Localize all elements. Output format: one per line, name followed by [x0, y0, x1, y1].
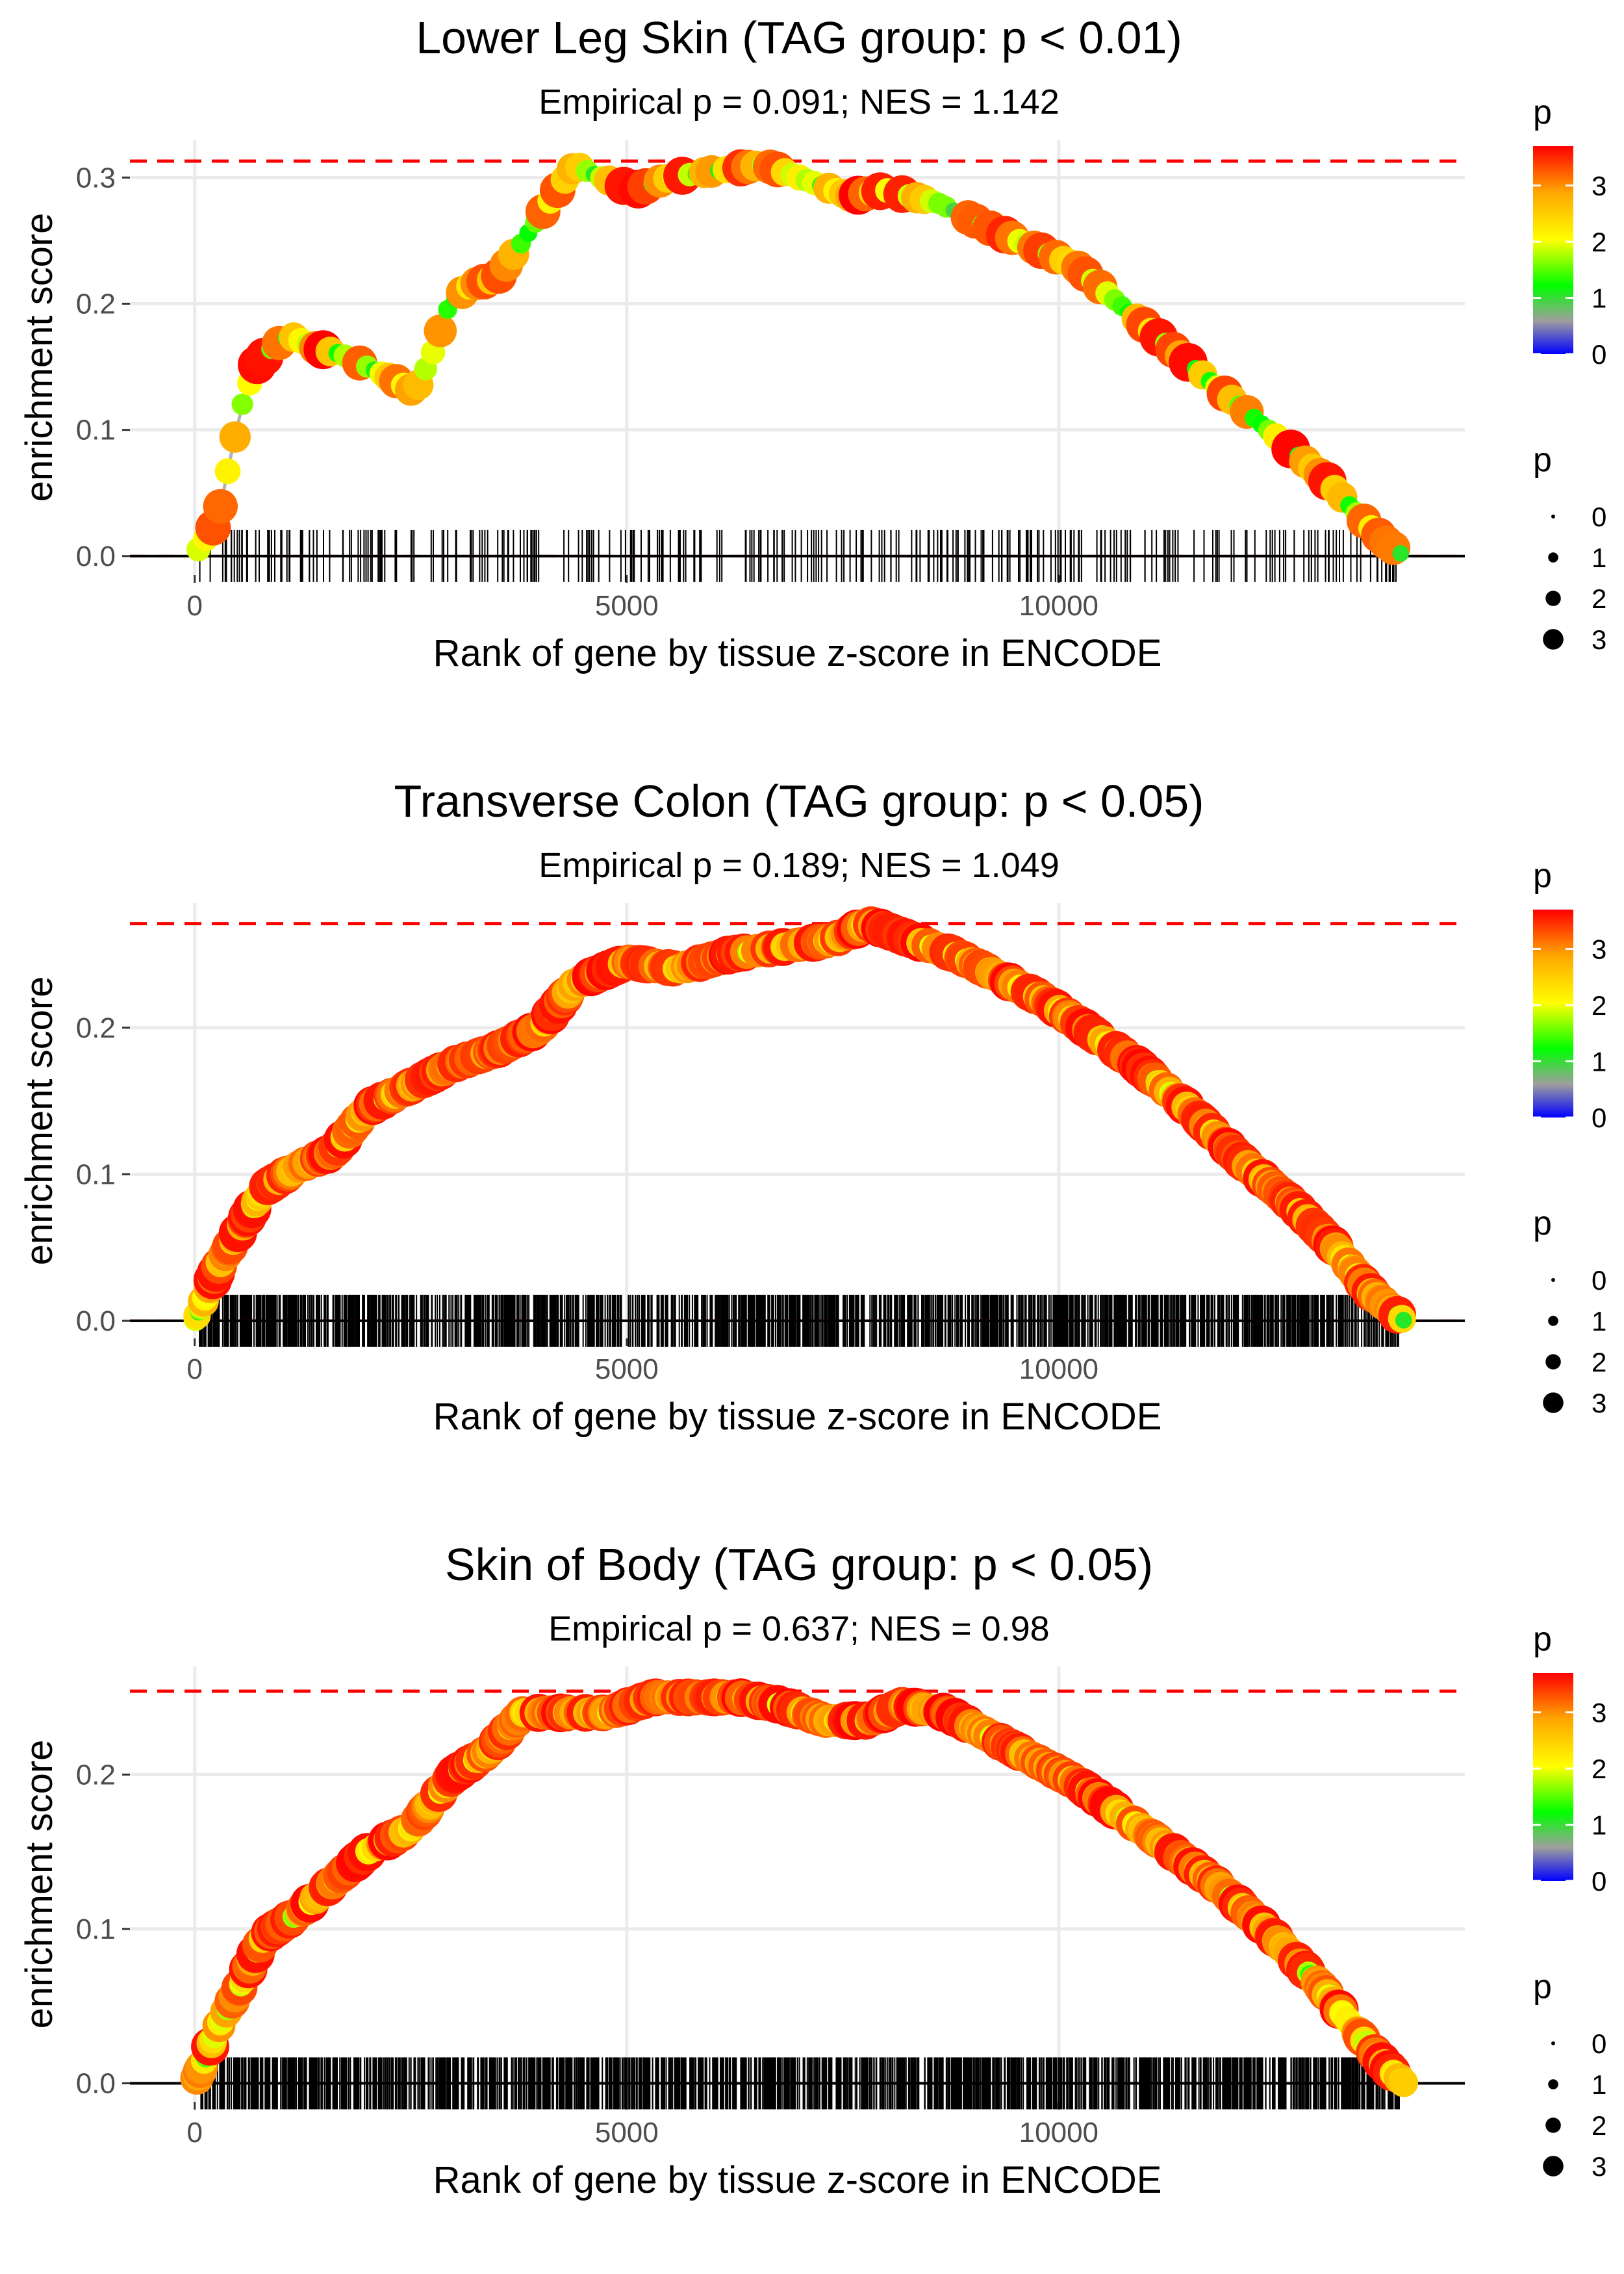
size-legend-label: 0: [1592, 2028, 1606, 2059]
hit-point: [203, 489, 238, 524]
size-legend-label: 0: [1592, 1265, 1606, 1296]
y-axis-title: enrichment score: [18, 1740, 60, 2029]
x-tick-label: 5000: [595, 1353, 659, 1385]
hit-point: [1389, 2068, 1419, 2097]
size-legend-label: 1: [1592, 543, 1606, 573]
hit-point: [219, 421, 251, 453]
y-tick-label: 0.1: [76, 415, 116, 446]
size-legend-dot: [1548, 552, 1558, 563]
y-tick-label: 0.3: [76, 162, 116, 194]
x-tick-label: 10000: [1019, 2117, 1098, 2149]
x-tick-label: 0: [187, 590, 203, 622]
chart-panel-3: Skin of Body (TAG group: p < 0.05) Empiri…: [18, 1539, 1606, 2201]
hit-point: [1395, 1312, 1412, 1329]
color-bar: [1533, 910, 1573, 1118]
size-legend-label: 1: [1592, 1306, 1606, 1336]
hit-points: [183, 906, 1416, 1334]
size-legend-title: p: [1533, 1968, 1552, 2006]
x-axis-title: Rank of gene by tissue z-score in ENCODE: [433, 2159, 1162, 2201]
size-legend-dot: [1543, 2156, 1564, 2177]
color-bar-label: 2: [1592, 227, 1606, 257]
color-bar-label: 1: [1592, 1047, 1606, 1077]
size-legend-label: 0: [1592, 502, 1606, 532]
x-tick-label: 10000: [1019, 1353, 1098, 1385]
color-bar-label: 1: [1592, 1810, 1606, 1841]
hit-points: [180, 1678, 1419, 2097]
color-bar: [1533, 1673, 1573, 1881]
color-bar-label: 2: [1592, 990, 1606, 1021]
chart-title: Lower Leg Skin (TAG group: p < 0.01): [416, 12, 1182, 63]
hit-point: [424, 314, 457, 348]
y-tick-label: 0.2: [76, 1759, 116, 1791]
size-legend-dot: [1548, 1316, 1558, 1326]
size-legend-dot: [1545, 2117, 1561, 2133]
chart-subtitle: Empirical p = 0.189; NES = 1.049: [539, 846, 1059, 885]
y-tick-label: 0.1: [76, 1913, 116, 1945]
hit-points: [186, 149, 1411, 565]
x-axis-title: Rank of gene by tissue z-score in ENCODE: [433, 1396, 1162, 1438]
y-tick-label: 0.2: [76, 288, 116, 320]
size-legend-label: 3: [1592, 1388, 1606, 1418]
y-tick-label: 0.0: [76, 541, 116, 572]
size-legend-label: 2: [1592, 1347, 1606, 1377]
size-legend-dot: [1548, 2079, 1558, 2089]
x-axis-title: Rank of gene by tissue z-score in ENCODE: [433, 632, 1162, 674]
x-tick-label: 10000: [1019, 590, 1098, 622]
x-tick-label: 5000: [595, 2117, 659, 2149]
size-legend-label: 1: [1592, 2069, 1606, 2100]
size-legend-dot: [1551, 2041, 1555, 2045]
size-legend-title: p: [1533, 1205, 1552, 1242]
size-legend-dot: [1551, 1278, 1555, 1282]
size-legend-dot: [1545, 591, 1561, 606]
hit-point: [1392, 545, 1410, 562]
chart-panel-2: Transverse Colon (TAG group: p < 0.05) Em…: [18, 776, 1606, 1438]
color-bar-label: 0: [1592, 1103, 1606, 1133]
y-tick-label: 0.2: [76, 1012, 116, 1044]
size-legend-title: p: [1533, 441, 1552, 479]
color-legend-title: p: [1533, 1620, 1552, 1658]
chart-title: Transverse Colon (TAG group: p < 0.05): [394, 776, 1204, 826]
chart-panel-1: Lower Leg Skin (TAG group: p < 0.01) Empi…: [18, 12, 1606, 674]
color-bar: [1533, 146, 1573, 354]
hit-point: [214, 458, 241, 485]
x-tick-label: 0: [187, 1353, 203, 1385]
size-legend-dot: [1545, 1354, 1561, 1370]
x-tick-label: 5000: [595, 590, 659, 622]
chart-title: Skin of Body (TAG group: p < 0.05): [445, 1539, 1153, 1590]
chart-subtitle: Empirical p = 0.091; NES = 1.142: [539, 83, 1059, 121]
color-bar-label: 2: [1592, 1754, 1606, 1784]
color-bar-label: 3: [1592, 171, 1606, 201]
hit-point: [231, 393, 253, 415]
panels: Lower Leg Skin (TAG group: p < 0.01) Empi…: [18, 12, 1606, 2201]
color-bar-label: 0: [1592, 1866, 1606, 1897]
color-bar-label: 3: [1592, 934, 1606, 965]
color-legend-title: p: [1533, 94, 1552, 131]
size-legend-label: 2: [1592, 583, 1606, 614]
color-legend-title: p: [1533, 857, 1552, 895]
y-tick-label: 0.0: [76, 1305, 116, 1337]
size-legend-label: 2: [1592, 2110, 1606, 2141]
grid: [130, 903, 1465, 1338]
y-axis-title: enrichment score: [18, 977, 60, 1266]
size-legend-dot: [1543, 1392, 1564, 1413]
color-bar-label: 1: [1592, 283, 1606, 314]
color-bar-label: 0: [1592, 339, 1606, 370]
y-tick-label: 0.1: [76, 1158, 116, 1190]
color-bar-label: 3: [1592, 1698, 1606, 1728]
x-tick-label: 0: [187, 2117, 203, 2149]
chart-subtitle: Empirical p = 0.637; NES = 0.98: [548, 1609, 1049, 1648]
size-legend-dot: [1551, 515, 1555, 518]
size-legend-label: 3: [1592, 2151, 1606, 2182]
y-axis-title: enrichment score: [18, 213, 60, 502]
y-tick-label: 0.0: [76, 2067, 116, 2099]
size-legend-dot: [1543, 629, 1564, 650]
size-legend-label: 3: [1592, 624, 1606, 655]
